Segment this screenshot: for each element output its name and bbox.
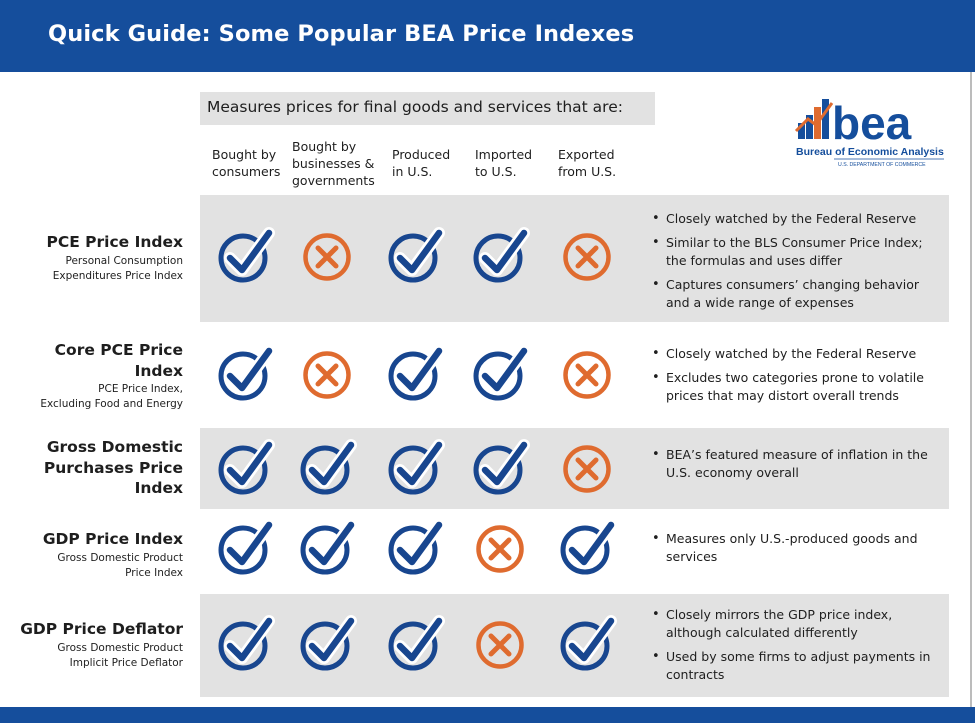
index-subtitle: PCE Price Index, Excluding Food and Ener… bbox=[40, 383, 183, 410]
check-circle-icon bbox=[385, 519, 445, 579]
row-label: Gross Domestic Purchases Price Index bbox=[44, 437, 183, 499]
bullet-icon: • bbox=[652, 607, 660, 622]
bullet-icon: • bbox=[652, 211, 660, 226]
column-header-imported: Imported to U.S. bbox=[475, 147, 533, 179]
index-name: GDP Price Deflator bbox=[20, 620, 183, 638]
row-label: GDP Price Deflator Gross Domestic Product… bbox=[20, 619, 183, 671]
x-circle-icon bbox=[297, 345, 357, 405]
note-text: Excludes two categories prone to volatil… bbox=[666, 370, 924, 403]
notes-list: • BEA’s featured measure of inflation in … bbox=[652, 446, 942, 488]
row-background-gdpp bbox=[200, 428, 949, 509]
notes-list: • Measures only U.S.-produced goods and s… bbox=[652, 530, 942, 572]
x-circle-icon bbox=[557, 227, 617, 287]
check-circle-icon bbox=[470, 345, 530, 405]
bullet-icon: • bbox=[652, 346, 660, 361]
note-text: Closely mirrors the GDP price index, alt… bbox=[666, 607, 893, 640]
notes-list: • Closely mirrors the GDP price index, al… bbox=[652, 606, 942, 690]
check-circle-icon bbox=[215, 439, 275, 499]
note-item: • BEA’s featured measure of inflation in … bbox=[652, 446, 942, 482]
index-name: GDP Price Index bbox=[42, 530, 183, 548]
row-label: Core PCE Price Index PCE Price Index, Exc… bbox=[40, 340, 183, 412]
check-circle-icon bbox=[470, 439, 530, 499]
check-circle-icon bbox=[385, 439, 445, 499]
logo-wordmark: bea bbox=[832, 97, 912, 149]
column-header-consumers: Bought by consumers bbox=[212, 147, 281, 179]
note-text: Closely watched by the Federal Reserve bbox=[666, 211, 917, 226]
note-item: • Used by some firms to adjust payments i… bbox=[652, 648, 942, 684]
note-item: • Closely watched by the Federal Reserve bbox=[652, 345, 942, 363]
check-circle-icon bbox=[385, 345, 445, 405]
footer-band bbox=[0, 707, 975, 723]
index-subtitle: Personal Consumption Expenditures Price … bbox=[52, 254, 183, 282]
check-circle-icon bbox=[297, 519, 357, 579]
check-circle-icon bbox=[385, 227, 445, 287]
note-text: Closely watched by the Federal Reserve bbox=[666, 346, 917, 361]
index-name: PCE Price Index bbox=[46, 233, 183, 251]
note-item: • Closely mirrors the GDP price index, al… bbox=[652, 606, 942, 642]
column-header-exported: Exported from U.S. bbox=[558, 147, 617, 179]
check-circle-icon bbox=[557, 519, 617, 579]
note-item: • Captures consumers’ changing behavior a… bbox=[652, 276, 942, 312]
check-circle-icon bbox=[215, 615, 275, 675]
check-circle-icon bbox=[297, 439, 357, 499]
note-item: • Measures only U.S.-produced goods and s… bbox=[652, 530, 942, 566]
bullet-icon: • bbox=[652, 235, 660, 250]
check-circle-icon bbox=[557, 615, 617, 675]
note-text: BEA’s featured measure of inflation in t… bbox=[666, 447, 928, 480]
note-item: • Closely watched by the Federal Reserve bbox=[652, 210, 942, 228]
logo-agency-name: Bureau of Economic Analysis bbox=[796, 146, 944, 158]
check-circle-icon bbox=[215, 227, 275, 287]
bullet-icon: • bbox=[652, 277, 660, 292]
bullet-icon: • bbox=[652, 531, 660, 546]
check-circle-icon bbox=[470, 227, 530, 287]
index-name: Gross Domestic Purchases Price Index bbox=[43, 438, 183, 497]
note-text: Used by some firms to adjust payments in… bbox=[666, 649, 931, 682]
note-item: • Excludes two categories prone to volati… bbox=[652, 369, 942, 405]
logo-department: U.S. DEPARTMENT OF COMMERCE bbox=[838, 162, 926, 168]
check-circle-icon bbox=[297, 615, 357, 675]
x-circle-icon bbox=[557, 345, 617, 405]
check-circle-icon bbox=[215, 519, 275, 579]
logo-bar-chart-icon bbox=[794, 99, 834, 139]
index-name: Core PCE Price Index bbox=[54, 341, 183, 380]
note-item: • Similar to the BLS Consumer Price Index… bbox=[652, 234, 942, 270]
check-circle-icon bbox=[385, 615, 445, 675]
notes-list: • Closely watched by the Federal Reserve •… bbox=[652, 345, 942, 411]
bea-logo: bea Bureau of Economic Analysis U.S. DEP… bbox=[794, 97, 944, 168]
content-frame bbox=[0, 72, 972, 710]
header-band: Quick Guide: Some Popular BEA Price Inde… bbox=[0, 0, 975, 72]
column-header-businesses-governments: Bought by businesses & governments bbox=[292, 138, 375, 188]
bullet-icon: • bbox=[652, 370, 660, 385]
page-title: Quick Guide: Some Popular BEA Price Inde… bbox=[48, 21, 635, 47]
bullet-icon: • bbox=[652, 447, 660, 462]
check-circle-icon bbox=[215, 345, 275, 405]
x-circle-icon bbox=[297, 227, 357, 287]
row-label: PCE Price Index Personal Consumption Expe… bbox=[46, 232, 183, 284]
index-subtitle: Gross Domestic Product Price Index bbox=[57, 551, 183, 579]
measures-banner: Measures prices for final goods and serv… bbox=[200, 92, 655, 125]
note-text: Measures only U.S.-produced goods and se… bbox=[666, 531, 918, 564]
x-circle-icon bbox=[470, 615, 530, 675]
index-subtitle: Gross Domestic Product Implicit Price De… bbox=[57, 641, 183, 669]
x-circle-icon bbox=[557, 439, 617, 499]
notes-list: • Closely watched by the Federal Reserve •… bbox=[652, 210, 942, 318]
note-text: Captures consumers’ changing behavior an… bbox=[666, 277, 920, 310]
column-header-produced: Produced in U.S. bbox=[392, 147, 451, 179]
measures-banner-text: Measures prices for final goods and serv… bbox=[207, 98, 623, 116]
row-label: GDP Price Index Gross Domestic Product Pr… bbox=[43, 529, 183, 581]
x-circle-icon bbox=[470, 519, 530, 579]
bullet-icon: • bbox=[652, 649, 660, 664]
note-text: Similar to the BLS Consumer Price Index;… bbox=[666, 235, 923, 268]
